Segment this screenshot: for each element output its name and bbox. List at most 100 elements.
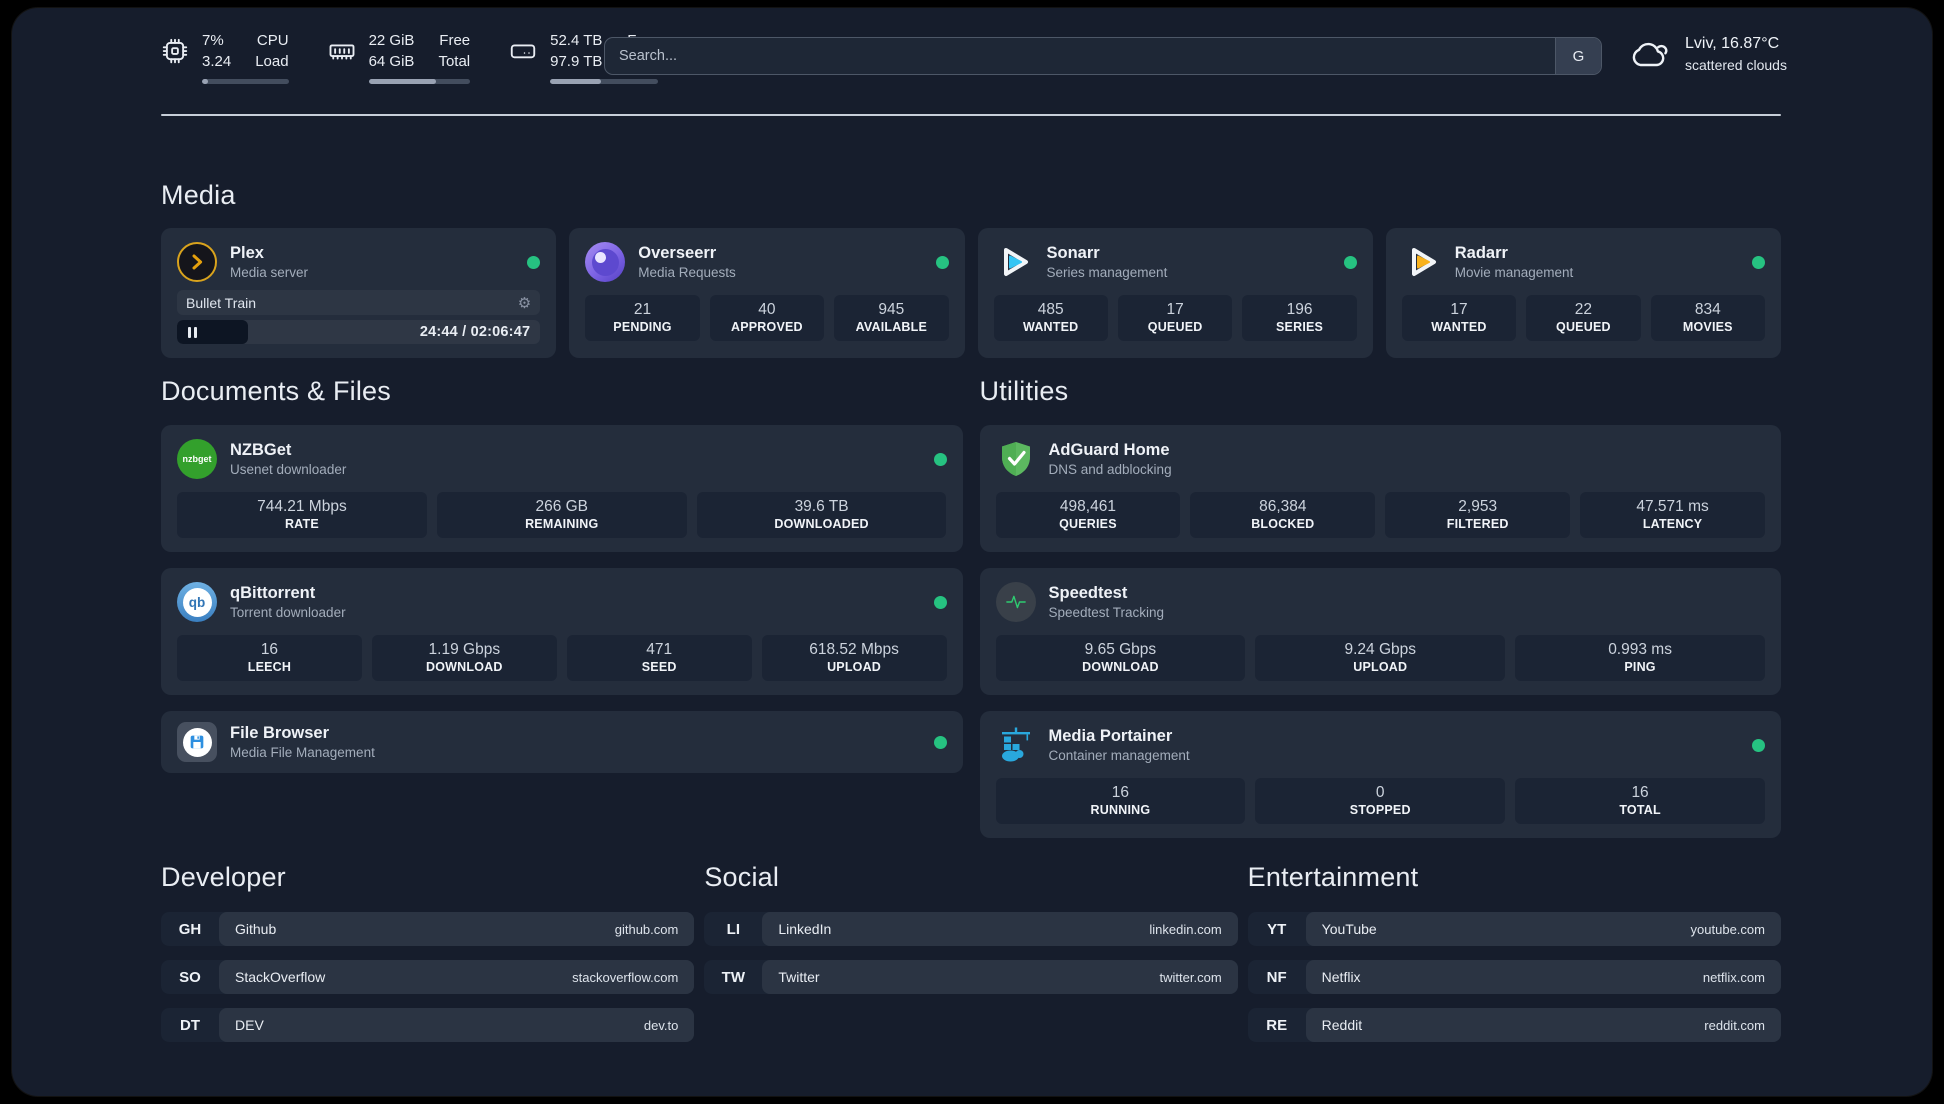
stat-box: 485 WANTED bbox=[993, 295, 1108, 341]
stat-box: 945 AVAILABLE bbox=[834, 295, 949, 341]
bookmark-stackoverflow[interactable]: SO StackOverflow stackoverflow.com bbox=[161, 960, 695, 994]
section-title-social: Social bbox=[704, 862, 780, 892]
bookmark-name: Github bbox=[235, 921, 277, 937]
stat-box: 47.571 ms LATENCY bbox=[1580, 492, 1765, 538]
status-dot bbox=[935, 255, 949, 269]
app-name: Media Portainer bbox=[1048, 726, 1173, 745]
app-name: Radarr bbox=[1454, 243, 1508, 262]
section-title-utilities: Utilities bbox=[979, 376, 1069, 406]
stat-box: 0 STOPPED bbox=[1255, 778, 1506, 824]
stat-box: 498,461 QUERIES bbox=[995, 492, 1181, 538]
bookmark-reddit[interactable]: RE Reddit reddit.com bbox=[1247, 1008, 1781, 1042]
app-card-filebrowser[interactable]: File Browser Media File Management bbox=[161, 711, 963, 773]
search-engine-button[interactable]: G bbox=[1555, 38, 1601, 74]
qbittorrent-icon: qb bbox=[177, 582, 217, 622]
bookmark-name: DEV bbox=[235, 1017, 264, 1033]
bookmark-url: reddit.com bbox=[1704, 1017, 1765, 1033]
stat-box: 2,953 FILTERED bbox=[1385, 492, 1571, 538]
app-subtitle: Container management bbox=[1048, 747, 1190, 763]
stat-box: 86,384 BLOCKED bbox=[1190, 492, 1376, 538]
status-dot bbox=[1343, 255, 1357, 269]
app-subtitle: Media server bbox=[230, 264, 309, 280]
app-name: qBittorrent bbox=[230, 583, 316, 602]
stat-box: 266 GB REMAINING bbox=[436, 492, 687, 538]
app-name: Sonarr bbox=[1046, 243, 1100, 262]
app-card-overseerr[interactable]: Overseerr Media Requests 21 PENDING 40 APP… bbox=[569, 228, 965, 358]
stat-box: 834 MOVIES bbox=[1650, 295, 1766, 341]
stat-box: 17 WANTED bbox=[1401, 295, 1517, 341]
stat-box: 16 LEECH bbox=[177, 635, 362, 681]
pause-icon bbox=[188, 326, 191, 338]
filebrowser-icon bbox=[177, 722, 217, 762]
status-dot bbox=[1752, 255, 1765, 269]
search-input[interactable] bbox=[605, 38, 1555, 74]
memory-label-top: Free bbox=[439, 32, 471, 49]
section-title-documents: Documents & Files bbox=[161, 376, 391, 406]
bookmark-name: StackOverflow bbox=[235, 969, 326, 985]
stat-box: 9.65 Gbps DOWNLOAD bbox=[995, 635, 1246, 681]
stat-box: 17 QUEUED bbox=[1117, 295, 1233, 341]
playback-progress-bar: 24:44 / 02:06:47 bbox=[177, 320, 541, 344]
bookmark-name: Twitter bbox=[778, 969, 820, 985]
gear-icon[interactable]: ⚙ bbox=[517, 294, 532, 312]
playback-filled bbox=[177, 320, 248, 344]
stat-box: 196 SERIES bbox=[1242, 295, 1357, 341]
section-title-entertainment: Entertainment bbox=[1247, 862, 1419, 892]
bookmark-url: youtube.com bbox=[1690, 921, 1765, 937]
app-name: NZBGet bbox=[230, 440, 292, 459]
bookmark-name: Netflix bbox=[1321, 969, 1361, 985]
bookmark-netflix[interactable]: NF Netflix netflix.com bbox=[1247, 960, 1781, 994]
plex-icon bbox=[177, 242, 217, 282]
stat-box: 16 TOTAL bbox=[1515, 778, 1765, 824]
bookmark-twitter[interactable]: TW Twitter twitter.com bbox=[704, 960, 1238, 994]
bookmark-youtube[interactable]: YT YouTube youtube.com bbox=[1247, 912, 1781, 946]
app-subtitle: DNS and adblocking bbox=[1048, 461, 1172, 477]
memory-total-value: 64 GiB bbox=[368, 53, 415, 70]
bookmark-url: linkedin.com bbox=[1149, 921, 1222, 937]
status-dot bbox=[1752, 738, 1765, 752]
speedtest-icon bbox=[995, 582, 1036, 622]
stat-box: 9.24 Gbps UPLOAD bbox=[1255, 635, 1506, 681]
stat-box: 39.6 TB DOWNLOADED bbox=[696, 492, 947, 538]
bookmark-name: YouTube bbox=[1321, 921, 1377, 937]
app-subtitle: Torrent downloader bbox=[230, 604, 346, 620]
bookmark-abbr: LI bbox=[726, 920, 740, 938]
storage-progress-bar bbox=[550, 79, 659, 84]
app-card-nzbget[interactable]: nzbget NZBGet Usenet downloader 744.21 M… bbox=[161, 425, 963, 552]
bookmark-github[interactable]: GH Github github.com bbox=[161, 912, 695, 946]
bookmark-dev[interactable]: DT DEV dev.to bbox=[161, 1008, 695, 1042]
app-card-radarr[interactable]: Radarr Movie management 17 WANTED 22 QUEUE… bbox=[1385, 228, 1781, 358]
app-card-plex[interactable]: Plex Media server Bullet Train ⚙ 24:44 bbox=[161, 228, 557, 358]
cpu-load-percent: 7% bbox=[202, 32, 224, 49]
memory-progress-bar bbox=[368, 79, 471, 84]
status-dot bbox=[527, 255, 541, 269]
app-card-portainer[interactable]: Media Portainer Container management 16 R… bbox=[979, 711, 1781, 838]
app-subtitle: Media Requests bbox=[638, 264, 736, 280]
app-name: Plex bbox=[230, 243, 264, 262]
memory-free-value: 22 GiB bbox=[368, 32, 415, 49]
bookmark-group-social: Social LI LinkedIn linkedin.com TW Twitte… bbox=[704, 862, 1238, 1056]
status-dot bbox=[933, 735, 947, 749]
app-card-sonarr[interactable]: Sonarr Series management 485 WANTED 17 QUE… bbox=[977, 228, 1373, 358]
bookmark-name: LinkedIn bbox=[778, 921, 832, 937]
now-playing-title: Bullet Train bbox=[186, 294, 257, 311]
status-dot bbox=[933, 595, 947, 609]
stat-box: 1.19 Gbps DOWNLOAD bbox=[371, 635, 557, 681]
app-card-speedtest[interactable]: Speedtest Speedtest Tracking 9.65 Gbps DO… bbox=[979, 568, 1781, 695]
nzbget-icon: nzbget bbox=[177, 439, 217, 479]
cpu-icon bbox=[160, 36, 190, 66]
bookmark-abbr: YT bbox=[1267, 920, 1287, 938]
bookmark-abbr: GH bbox=[178, 920, 202, 938]
section-title-developer: Developer bbox=[161, 862, 286, 892]
bookmark-group-developer: Developer GH Github github.com SO StackOv… bbox=[161, 862, 695, 1056]
memory-icon bbox=[327, 36, 357, 66]
stat-box: 0.993 ms PING bbox=[1515, 635, 1765, 681]
app-name: AdGuard Home bbox=[1048, 440, 1170, 459]
app-subtitle: Usenet downloader bbox=[230, 461, 347, 477]
app-card-qbittorrent[interactable]: qb qBittorrent Torrent downloader 16 LEEC… bbox=[161, 568, 963, 695]
app-name: File Browser bbox=[230, 723, 330, 742]
app-card-adguard[interactable]: AdGuard Home DNS and adblocking 498,461 Q… bbox=[979, 425, 1781, 552]
bookmark-url: github.com bbox=[614, 921, 679, 937]
bookmark-linkedin[interactable]: LI LinkedIn linkedin.com bbox=[704, 912, 1238, 946]
stat-box: 471 SEED bbox=[566, 635, 752, 681]
